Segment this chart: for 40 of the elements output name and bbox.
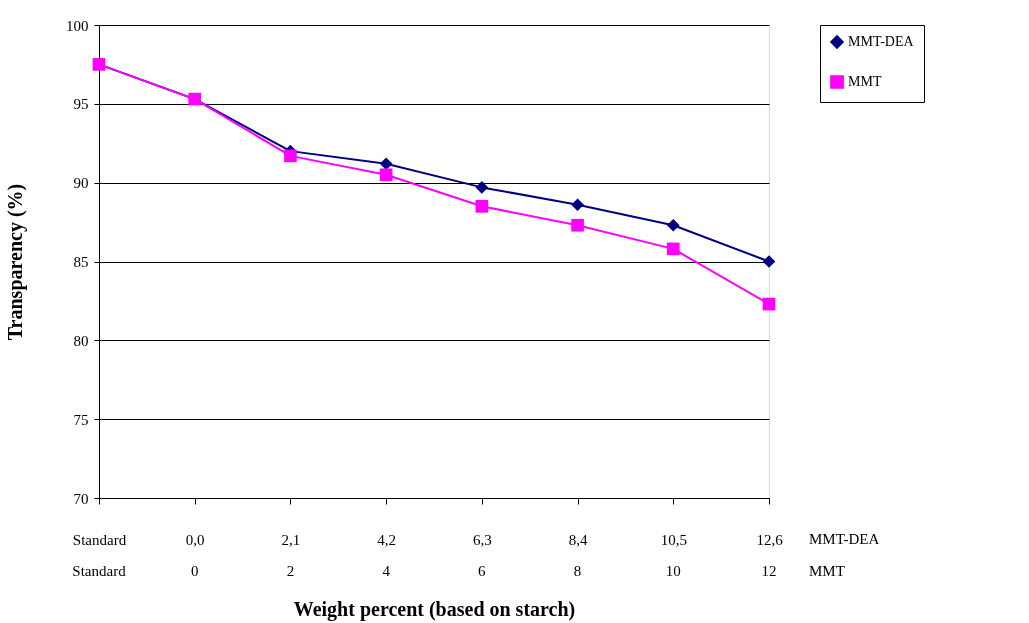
x-tick-label: 8,4 [568,531,588,548]
x-tick-label: 2,1 [281,531,301,548]
x-tick-label: 12,6 [756,531,784,548]
x-tick-label: 10,5 [660,531,687,548]
x-tick-label: 0,0 [185,531,205,548]
y-tick-label: 80 [73,332,89,349]
y-axis-title: Transparency (%) [4,183,27,341]
point [666,242,680,256]
text: MMT-DEA [809,531,880,547]
point [571,218,584,232]
y-tick-label: 70 [73,490,89,507]
x-tick-label: Standard [72,531,127,548]
y-tick-label: 75 [73,411,89,428]
text: MMT [809,563,845,579]
text: 12 [761,563,777,579]
point [571,198,584,212]
point [762,297,776,311]
point [475,181,489,194]
text: Standard [72,563,127,579]
legend-label: MMT [848,74,882,89]
y-tick-label: 95 [73,96,89,113]
y-tick-label: 100 [66,17,89,34]
text: 6 [478,563,487,579]
legend-label: MMT-DEA [848,34,915,49]
point [379,168,393,182]
text: 0 [190,563,199,579]
text: 10 [665,563,681,579]
point [762,255,776,268]
point [475,199,489,213]
point [284,149,297,163]
text: 2 [286,563,295,579]
x-tick-label: 6,3 [472,531,492,548]
text: 4 [382,563,391,579]
x-tick-label: 4,2 [377,531,397,548]
x-axis-title: Weight percent (based on starch) [293,597,576,621]
text: 8 [573,563,582,579]
y-tick-label: 90 [73,175,89,192]
point [379,157,393,171]
point [666,218,680,232]
y-tick-label: 85 [73,254,89,270]
